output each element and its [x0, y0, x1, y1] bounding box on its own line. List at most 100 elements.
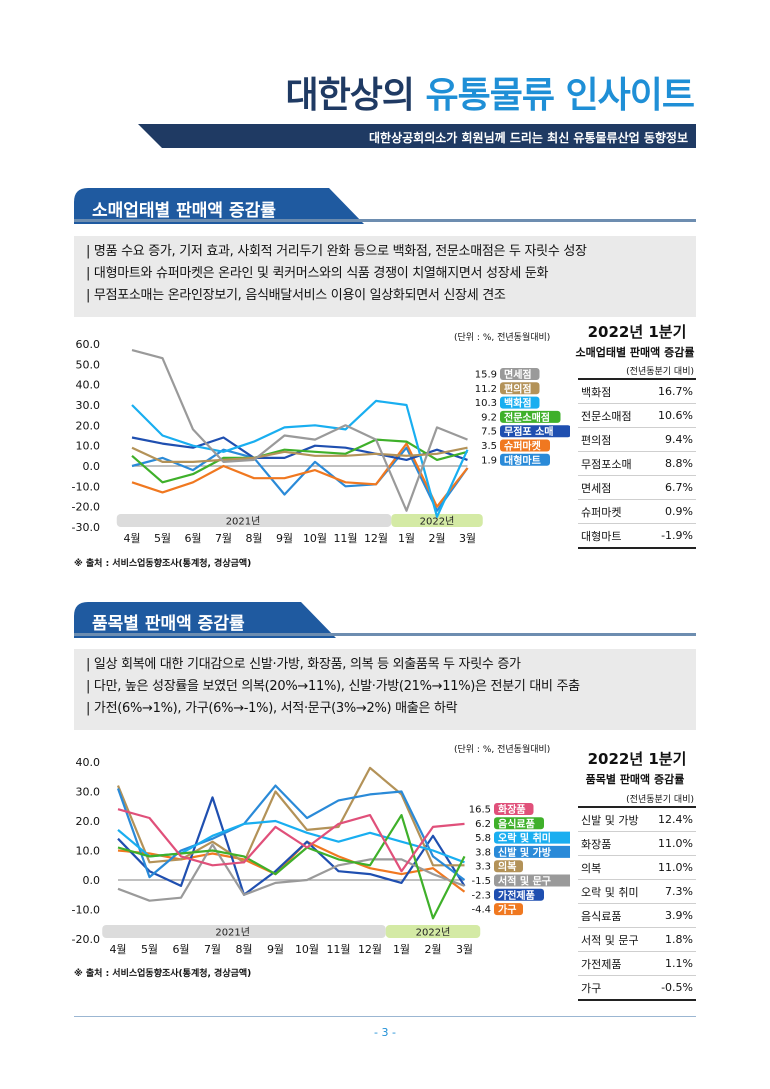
- legend-label: 서적 및 문구: [498, 875, 551, 888]
- y-tick-label: 0.0: [83, 874, 101, 887]
- y-tick-label: -20.0: [72, 933, 100, 946]
- x-tick-label: 9월: [276, 532, 293, 545]
- legend-label: 가구: [498, 903, 516, 916]
- series-end-value: 6.2: [475, 819, 491, 830]
- x-tick-label: 2월: [424, 943, 441, 956]
- product-category-name: 화장품: [578, 831, 650, 856]
- x-tick-label: 5월: [154, 532, 171, 545]
- y-tick-label: 10.0: [76, 440, 101, 453]
- product-category-name: 신발 및 가방: [578, 806, 650, 832]
- legend-swatch: [500, 368, 540, 380]
- series-line: [117, 796, 466, 896]
- retail-format-name: 무점포소매: [578, 451, 647, 476]
- section1-side-subtitle: 소매업태별 판매액 증감률: [575, 346, 695, 359]
- year-label: 2022년: [416, 927, 451, 939]
- legend-label: 화장품: [498, 803, 526, 816]
- section2-rule: [74, 633, 696, 636]
- section2-bullet: | 다만, 높은 성장률을 보였던 의복(20%→11%), 신발·가방(21%…: [86, 679, 580, 694]
- retail-format-row: 대형마트 -1.9%: [578, 523, 696, 549]
- page-subtitle: 대한상공회의소가 회원님께 드리는 최신 유통물류산업 동향정보: [369, 131, 688, 145]
- x-tick-label: 3월: [459, 532, 476, 545]
- retail-format-row: 면세점 6.7%: [578, 475, 696, 500]
- retail-format-name: 편의점: [578, 427, 647, 452]
- y-tick-label: 10.0: [76, 845, 101, 858]
- series-end-value: 3.8: [475, 847, 491, 858]
- year-band: [102, 925, 386, 938]
- x-tick-label: 1월: [398, 532, 415, 545]
- retail-format-row: 백화점 16.7%: [578, 378, 696, 404]
- product-category-value: 12.4%: [649, 806, 696, 832]
- section1-bullet: | 대형마트와 슈퍼마켓은 온라인 및 퀵커머스와의 식품 경쟁이 치열해지면서…: [86, 266, 549, 281]
- x-tick-label: 6월: [184, 532, 201, 545]
- x-tick-label: 9월: [267, 943, 284, 956]
- legend-label: 전문소매점: [504, 411, 550, 424]
- x-tick-label: 5월: [141, 943, 158, 956]
- y-tick-label: 30.0: [76, 786, 101, 799]
- page-number: - 3 -: [374, 1026, 396, 1039]
- product-category-row: 음식료품 3.9%: [578, 903, 696, 928]
- retail-format-value: 9.4%: [646, 427, 696, 452]
- year-band: [391, 514, 483, 527]
- retail-format-value: 0.9%: [646, 499, 696, 524]
- series-line: [131, 442, 469, 508]
- series-line: [117, 808, 465, 873]
- legend-label: 대형마트: [504, 454, 541, 467]
- section2-side-note: (전년동분기 대비): [626, 795, 694, 805]
- product-category-value: 1.1%: [649, 951, 696, 976]
- section2-source: ※ 출처 : 서비스업동향조사(통계청, 경상금액): [74, 969, 252, 979]
- series-end-value: -4.4: [471, 905, 491, 916]
- x-tick-label: 2월: [428, 532, 445, 545]
- retail-format-name: 면세점: [578, 475, 647, 500]
- legend-swatch: [494, 831, 570, 844]
- section1-header-shape: [74, 188, 364, 224]
- product-category-line-chart: 40.0 30.0 20.0 10.0 0.0 -10.0 -20.0 2021년 2022년 4…: [72, 756, 570, 956]
- x-tick-label: 10월: [303, 532, 327, 545]
- legend-swatch: [494, 860, 523, 873]
- series-line: [131, 399, 469, 518]
- retail-format-row: 무점포소매 8.8%: [578, 451, 696, 476]
- year-band: [385, 925, 481, 938]
- retail-format-name: 슈퍼마켓: [578, 499, 647, 524]
- y-tick-label: -20.0: [72, 501, 100, 514]
- legend-swatch: [500, 453, 550, 466]
- series-line: [116, 766, 465, 867]
- series-end-value: 11.2: [475, 384, 497, 395]
- y-tick-label: -10.0: [72, 480, 100, 493]
- product-category-row: 화장품 11.0%: [578, 831, 696, 856]
- legend-label: 면세점: [504, 368, 532, 381]
- footer-rule: [74, 1016, 696, 1017]
- product-category-value: 7.3%: [649, 879, 696, 904]
- legend-label: 편의점: [504, 382, 532, 395]
- y-tick-label: 0.0: [83, 460, 101, 473]
- series-end-value: 3.5: [481, 441, 497, 452]
- series-line: [131, 446, 468, 463]
- product-category-name: 의복: [578, 855, 650, 880]
- x-tick-label: 12월: [358, 943, 382, 956]
- series-end-value: -1.5: [471, 876, 491, 887]
- series-end-value: 3.3: [475, 862, 491, 873]
- x-tick-label: 6월: [172, 943, 189, 956]
- x-tick-label: 8월: [235, 943, 252, 956]
- x-tick-label: 1월: [393, 943, 410, 956]
- product-category-row: 서적 및 문구 1.8%: [578, 927, 696, 952]
- legend-swatch: [500, 410, 561, 423]
- title-accent: 유통물류 인사이트: [425, 75, 695, 116]
- retail-format-value: 8.8%: [646, 451, 696, 476]
- series-line: [117, 813, 466, 920]
- product-category-name: 가전제품: [578, 951, 650, 976]
- series-line: [117, 843, 465, 902]
- y-tick-label: 40.0: [76, 756, 101, 769]
- y-tick-label: -10.0: [72, 904, 100, 917]
- product-category-value: -0.5%: [649, 975, 696, 1001]
- section2-side-title: 2022년 1분기: [587, 750, 687, 768]
- retail-format-row: 편의점 9.4%: [578, 427, 696, 452]
- product-category-name: 오락 및 취미: [578, 879, 650, 904]
- x-tick-label: 7월: [204, 943, 221, 956]
- retail-format-value: 10.6%: [646, 403, 696, 428]
- product-category-value: 11.0%: [649, 855, 696, 880]
- legend-label: 가전제품: [498, 889, 535, 902]
- retail-format-value: -1.9%: [646, 523, 696, 549]
- legend-label: 신발 및 가방: [498, 846, 552, 859]
- retail-format-line-chart: 60.0 50.0 40.0 30.0 20.0 10.0 0.0 -10.0 -20.0 -30…: [72, 338, 570, 545]
- section1-bullet: | 무점포소매는 온라인장보기, 음식배달서비스 이용이 일상화되면서 신장세 …: [86, 288, 506, 303]
